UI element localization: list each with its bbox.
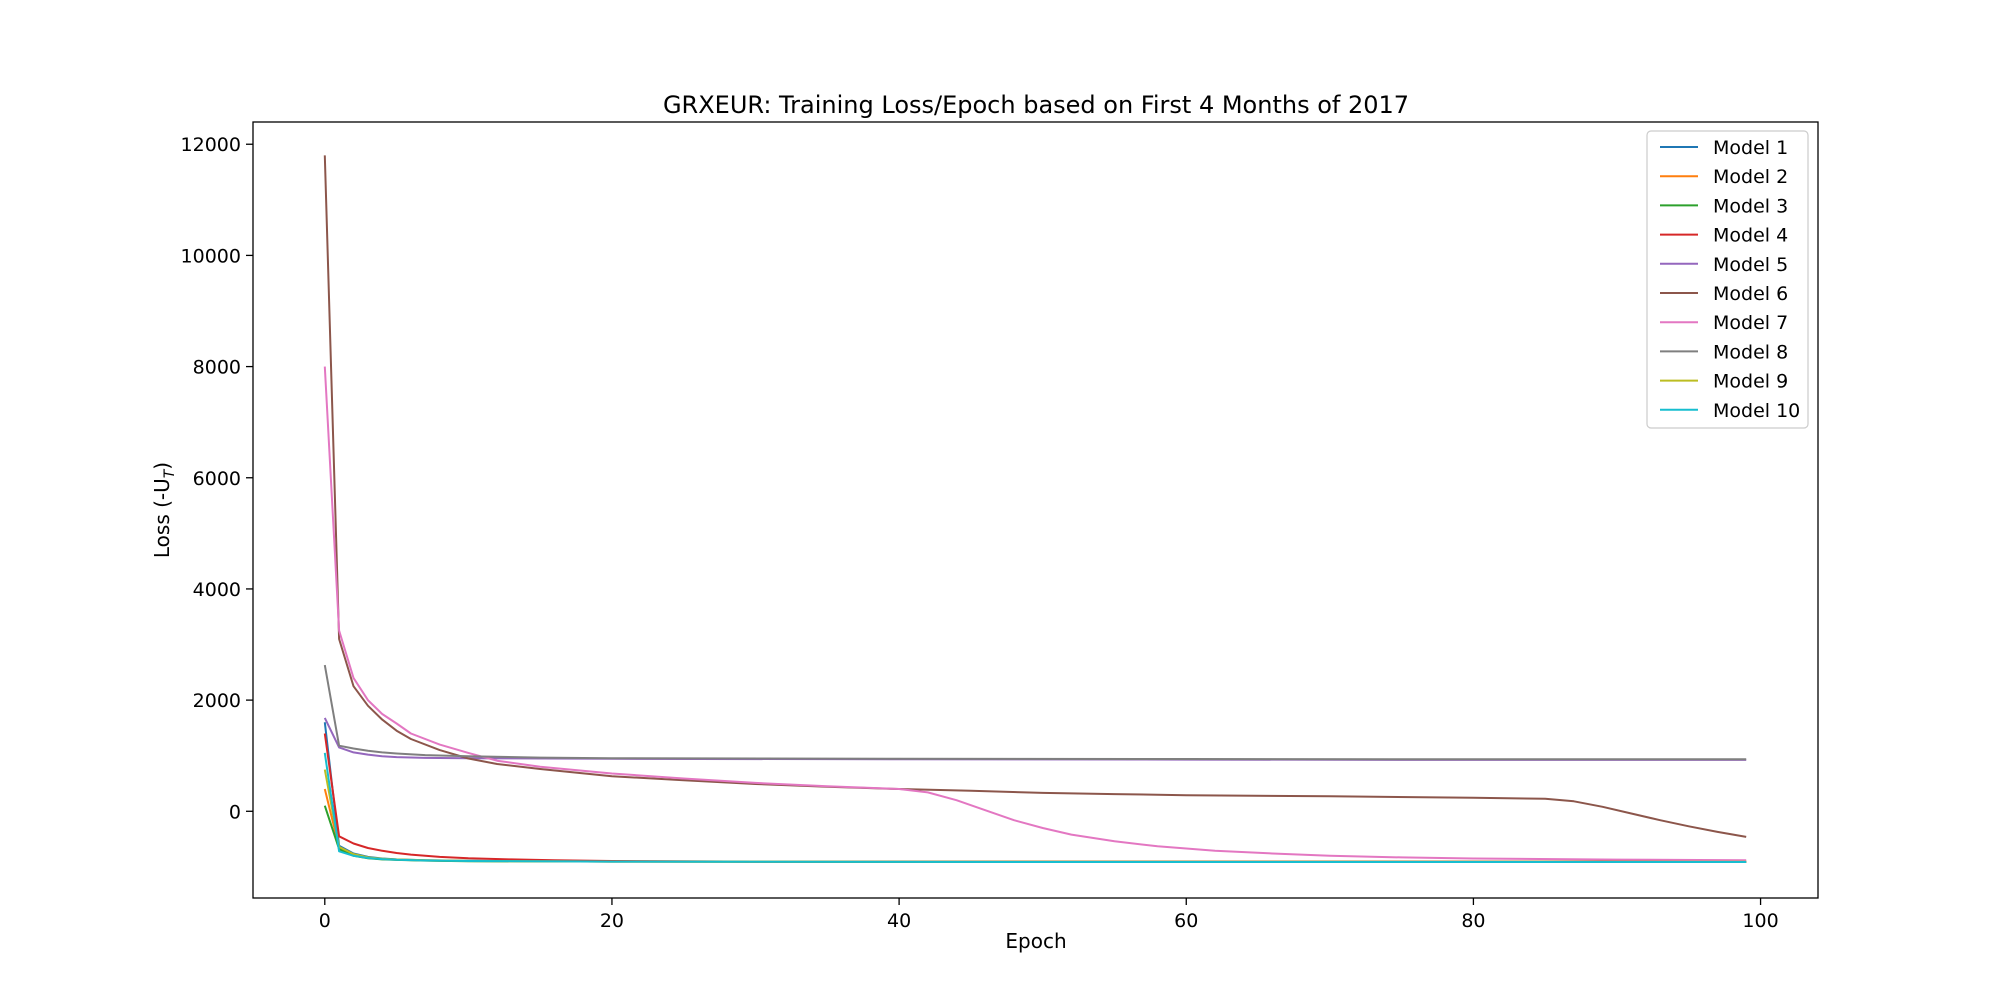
legend-label-model-9: Model 9 — [1713, 371, 1788, 393]
y-tick-label: 0 — [229, 801, 241, 823]
legend-label-model-8: Model 8 — [1713, 341, 1788, 363]
series-line-model-3 — [323, 805, 1747, 863]
legend-label-model-3: Model 3 — [1713, 195, 1788, 217]
x-tick-label: 0 — [319, 910, 331, 932]
series-lines — [323, 155, 1747, 863]
y-tick-label: 8000 — [193, 357, 241, 379]
legend-label-model-2: Model 2 — [1713, 166, 1788, 188]
x-tick-label: 20 — [600, 910, 624, 932]
x-tick-label: 80 — [1461, 910, 1485, 932]
series-line-model-7 — [323, 366, 1747, 862]
x-axis-label: Epoch — [1005, 929, 1066, 953]
plot-area-frame — [252, 121, 1819, 899]
series-line-model-6 — [323, 155, 1747, 838]
y-tick-label: 12000 — [181, 134, 241, 156]
y-tick-label: 6000 — [193, 468, 241, 490]
x-tick-label: 60 — [1174, 910, 1198, 932]
y-axis-label-subscript: T — [162, 468, 178, 478]
legend-label-model-7: Model 7 — [1713, 312, 1788, 334]
series-line-model-10 — [323, 752, 1747, 863]
y-axis-label-close: ) — [150, 462, 174, 470]
legend-entries: Model 1 Model 2 Model 3 Model 4 Model 5 Model… — [1660, 137, 1800, 422]
series-line-model-8 — [323, 664, 1747, 761]
legend-label-model-1: Model 1 — [1713, 137, 1788, 159]
y-axis-ticks: 0 2000 4000 6000 8000 10000 12000 — [181, 134, 253, 823]
x-tick-label: 100 — [1742, 910, 1778, 932]
series-line-model-5 — [323, 717, 1747, 761]
series-line-model-4 — [323, 733, 1747, 863]
chart-title: GRXEUR: Training Loss/Epoch based on Fir… — [663, 91, 1409, 119]
series-line-model-9 — [323, 769, 1747, 863]
y-tick-label: 10000 — [181, 245, 241, 267]
legend-label-model-10: Model 10 — [1713, 400, 1800, 422]
legend-label-model-5: Model 5 — [1713, 254, 1788, 276]
legend-label-model-4: Model 4 — [1713, 225, 1788, 247]
legend: Model 1 Model 2 Model 3 Model 4 Model 5 Model… — [1646, 130, 1809, 429]
x-axis-ticks: 0 20 40 60 80 100 — [319, 898, 1779, 932]
x-tick-label: 40 — [887, 910, 911, 932]
y-tick-label: 2000 — [193, 690, 241, 712]
y-axis-label-main: Loss (-U — [150, 478, 174, 558]
legend-label-model-6: Model 6 — [1713, 283, 1788, 305]
y-tick-label: 4000 — [193, 579, 241, 601]
y-axis-label: Loss (-UT) — [150, 462, 178, 558]
